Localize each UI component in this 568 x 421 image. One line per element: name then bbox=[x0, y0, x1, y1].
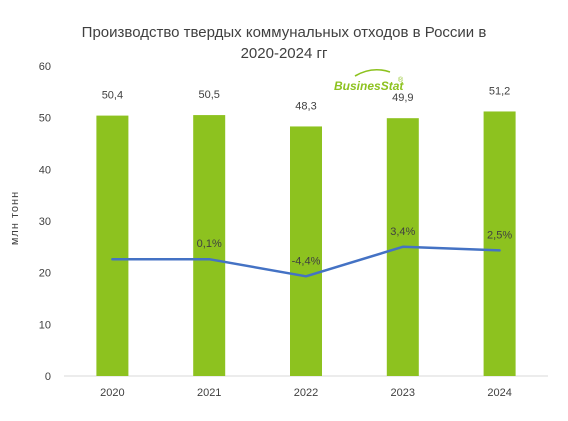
x-axis-ticks: 2020 2021 2022 2023 2024 bbox=[100, 387, 512, 399]
bar-2020 bbox=[96, 115, 129, 376]
x-tick-label: 2020 bbox=[100, 387, 124, 399]
x-tick-label: 2022 bbox=[294, 387, 318, 399]
bar-2024 bbox=[483, 111, 516, 376]
logo-text: BusinesStat bbox=[334, 79, 404, 93]
bar-value-label: 50,4 bbox=[102, 90, 123, 102]
logo-registered-mark: ® bbox=[398, 76, 404, 84]
y-tick-label: 0 bbox=[45, 371, 51, 383]
bar-value-labels: 50,4 50,5 48,3 49,9 51,2 bbox=[102, 85, 511, 112]
growth-rate-label: 2,5% bbox=[487, 229, 512, 241]
bar-value-label: 49,9 bbox=[392, 92, 413, 104]
growth-line-group: 0,1% -4,4% 3,4% 2,5% bbox=[111, 226, 512, 278]
bar-value-label: 48,3 bbox=[295, 100, 316, 112]
growth-rate-label: 0,1% bbox=[197, 238, 222, 250]
logo-swoosh-icon bbox=[354, 68, 391, 77]
x-tick-label: 2024 bbox=[487, 387, 511, 399]
y-tick-label: 30 bbox=[39, 216, 51, 228]
y-tick-label: 50 bbox=[39, 113, 51, 125]
y-axis-title-group: млн тонн bbox=[9, 191, 21, 245]
growth-series-line bbox=[111, 245, 501, 278]
growth-rate-label: 3,4% bbox=[390, 226, 415, 238]
bars-group bbox=[96, 111, 516, 376]
bar-value-label: 50,5 bbox=[198, 89, 219, 101]
y-tick-label: 60 bbox=[39, 61, 51, 73]
bar-2021 bbox=[193, 115, 226, 376]
y-tick-label: 40 bbox=[39, 164, 51, 176]
chart-title-line-2: 2020-2024 гг bbox=[241, 45, 328, 62]
x-tick-label: 2023 bbox=[391, 387, 415, 399]
growth-rate-label: -4,4% bbox=[292, 255, 321, 267]
bar-2022 bbox=[290, 126, 322, 376]
businesstat-logo: BusinesStat ® bbox=[334, 68, 404, 93]
y-tick-label: 20 bbox=[39, 268, 51, 280]
logo-text-b: Stat bbox=[381, 79, 405, 93]
chart-title-line-1: Производство твердых коммунальных отходо… bbox=[82, 24, 487, 41]
logo-text-a: Busines bbox=[334, 79, 381, 93]
bar-value-label: 51,2 bbox=[489, 85, 510, 97]
y-axis-ticks: 0 10 20 30 40 50 60 bbox=[39, 61, 51, 383]
x-tick-label: 2021 bbox=[197, 387, 221, 399]
y-axis-label: млн тонн bbox=[9, 191, 21, 245]
y-tick-label: 10 bbox=[39, 319, 51, 331]
